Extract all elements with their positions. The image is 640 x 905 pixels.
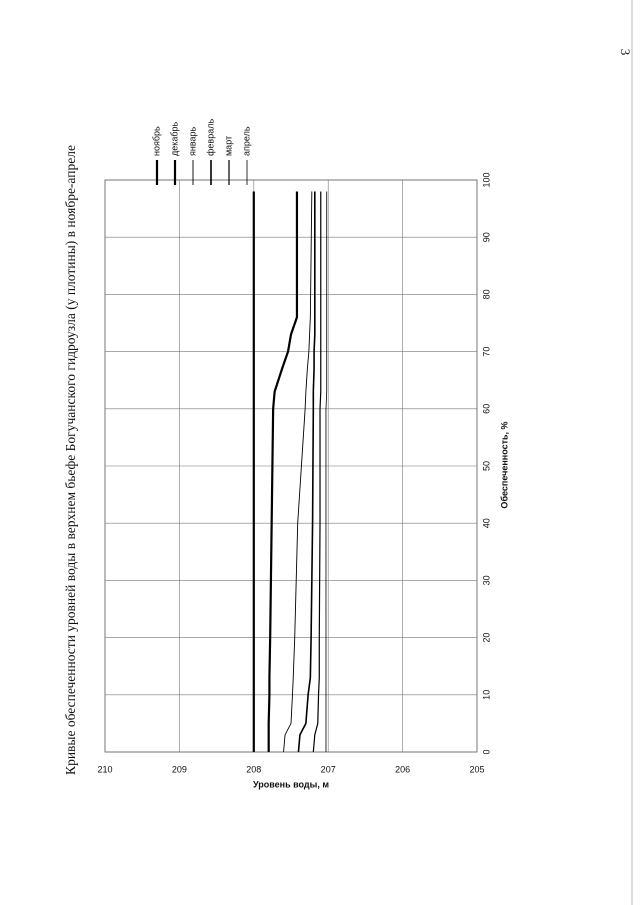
x-tick-label: 10 bbox=[481, 690, 491, 700]
x-tick-label: 60 bbox=[481, 404, 491, 414]
x-tick-label: 90 bbox=[481, 232, 491, 242]
x-tick-label: 40 bbox=[481, 518, 491, 528]
y-axis-title: Уровень воды, м bbox=[253, 779, 329, 789]
chart: Кривые обеспеченности уровней воды в вер… bbox=[63, 119, 509, 790]
x-tick-label: 100 bbox=[481, 172, 491, 187]
legend-label: декабрь bbox=[169, 121, 179, 156]
y-tick-label: 209 bbox=[172, 764, 187, 774]
legend-label: апрель bbox=[241, 126, 251, 156]
legend-label: март bbox=[223, 136, 233, 156]
x-tick-label: 50 bbox=[481, 461, 491, 471]
series-line bbox=[267, 191, 299, 752]
x-tick-label: 20 bbox=[481, 633, 491, 643]
series-line bbox=[283, 191, 313, 753]
x-tick-label: 0 bbox=[481, 749, 491, 754]
y-tick-label: 208 bbox=[246, 764, 261, 774]
legend-label: ноябрь bbox=[151, 126, 161, 156]
y-tick-label: 210 bbox=[97, 764, 112, 774]
legend-label: февраль bbox=[205, 119, 215, 156]
x-tick-label: 80 bbox=[481, 289, 491, 299]
y-tick-label: 207 bbox=[321, 764, 336, 774]
page-number: 3 bbox=[618, 49, 633, 56]
x-tick-label: 70 bbox=[481, 347, 491, 357]
y-tick-label: 206 bbox=[395, 764, 410, 774]
x-tick-label: 30 bbox=[481, 575, 491, 585]
series-line bbox=[297, 191, 316, 753]
series-line bbox=[312, 191, 322, 753]
x-axis-title: Обеспеченность, % bbox=[499, 421, 509, 508]
legend-label: январь bbox=[187, 126, 197, 156]
y-tick-label: 205 bbox=[469, 764, 484, 774]
chart-title: Кривые обеспеченности уровней воды в вер… bbox=[63, 145, 78, 775]
series-line bbox=[325, 191, 328, 752]
